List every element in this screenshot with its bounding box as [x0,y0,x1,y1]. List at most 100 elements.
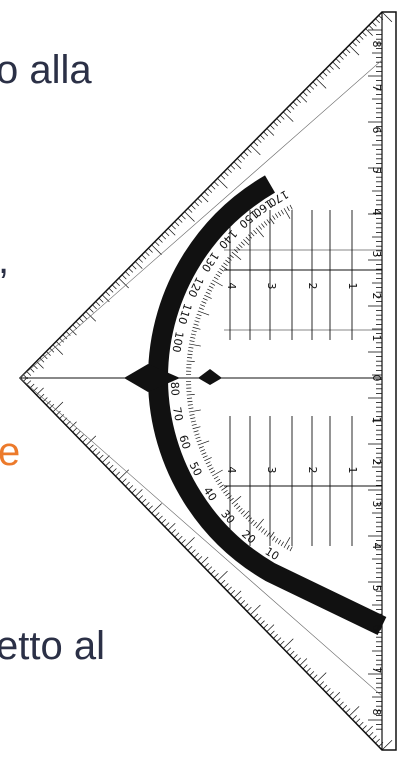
hypotenuse-tick [230,164,236,170]
arc-tick [277,211,282,217]
arc-tick [283,537,291,548]
arc-tick [200,304,206,307]
hypotenuse-tick [371,21,377,27]
hypotenuse-tick [233,161,242,170]
hypotenuse-tick [296,98,301,103]
hypotenuse-tick [108,464,114,470]
arc-tick [186,360,195,362]
hypotenuse-tick [200,194,209,203]
inner-scale-number: 4 [225,467,238,474]
hypotenuse-tick [141,498,147,504]
hypotenuse-tick [184,537,195,548]
hypotenuse-tick [204,191,209,197]
hypotenuse-tick [78,317,84,323]
hypotenuse-tick [322,684,328,690]
arc-tick [258,526,263,531]
edge-scale-number: 4 [370,209,383,216]
hypotenuse-tick [358,721,364,727]
arc-tick [187,404,193,406]
hypotenuse-tick [259,620,265,626]
protractor-number: 70 [170,406,185,422]
hypotenuse-tick [263,623,269,629]
hypotenuse-tick [362,31,367,37]
arc-tick [202,455,208,459]
hypotenuse-tick [111,468,117,473]
hypotenuse-tick [362,725,367,730]
hypotenuse-tick [273,121,278,127]
hypotenuse-tick [190,549,196,555]
hypotenuse-tick [88,307,94,313]
hypotenuse-tick [375,18,380,24]
hypotenuse-tick [332,61,340,70]
hypotenuse-tick [217,178,228,189]
hypotenuse-tick [381,739,393,751]
hypotenuse-tick [59,337,65,343]
hypotenuse-tick [194,552,199,558]
arc-tick [187,397,193,399]
hypotenuse-tick [55,341,61,346]
hypotenuse-tick [266,624,275,632]
text-fragment-line2: , [0,240,9,280]
arc-tick [243,510,250,517]
hypotenuse-tick [348,45,360,56]
arc-tick [215,478,221,483]
hypotenuse-tick [69,421,77,429]
arc-tick [236,505,241,510]
hypotenuse-tick [194,201,199,207]
arc-tick [191,423,197,426]
protractor-number: 50 [187,460,205,478]
hypotenuse-tick [98,454,104,460]
hypotenuse-tick [49,404,55,409]
edge-scale-number: 5 [370,585,383,592]
hypotenuse-tick [115,281,120,286]
arc-tick [189,340,195,342]
radial-line-lower [19,377,383,697]
arc-tick [208,467,214,471]
hypotenuse-tick [207,566,213,572]
arc-tick [261,528,265,533]
arc-tick [187,350,193,352]
protractor-number: 110 [175,302,194,326]
hypotenuse-tick [161,518,167,524]
arc-tick [194,433,200,436]
hypotenuse-tick [269,630,275,636]
arc-tick [196,439,202,443]
hypotenuse-tick [309,671,315,676]
hypotenuse-tick [177,535,183,541]
hypotenuse-tick [292,654,298,659]
hypotenuse-tick [368,732,374,737]
hypotenuse-tick [121,478,127,484]
arc-tick [243,239,250,246]
hypotenuse-tick [299,658,308,666]
edge-scale-number: 4 [370,543,383,550]
hypotenuse-tick [171,224,176,230]
arc-tick [202,297,208,301]
hypotenuse-tick [105,461,111,467]
hypotenuse-tick [213,181,219,187]
hypotenuse-tick [131,264,137,270]
edge-scale-number: 7 [370,85,383,92]
hypotenuse-tick [289,104,295,110]
edge-scale-number: 6 [370,127,383,134]
hypotenuse-tick [253,141,259,147]
hypotenuse-tick [335,58,341,64]
arc-tick [215,273,221,278]
hypotenuse-tick [306,667,311,673]
hypotenuse-tick [289,650,295,656]
hypotenuse-tick [157,238,163,243]
arc-tick [266,532,271,537]
text-fragment-line4: etto al [0,624,105,668]
arc-tick [236,246,241,251]
inner-scale-number: 3 [265,467,278,474]
edge-scale-number: 3 [370,501,383,508]
hypotenuse-tick [236,158,242,163]
protractor-number: 60 [176,433,193,450]
protractor-number: 100 [169,330,185,353]
hypotenuse-tick [144,251,150,257]
hypotenuse-tick [365,725,373,734]
arc-tick [266,219,271,224]
hypotenuse-tick [72,427,78,433]
hypotenuse-tick [319,74,324,80]
inner-scale-number: 4 [225,283,238,290]
hypotenuse-tick [345,708,351,714]
